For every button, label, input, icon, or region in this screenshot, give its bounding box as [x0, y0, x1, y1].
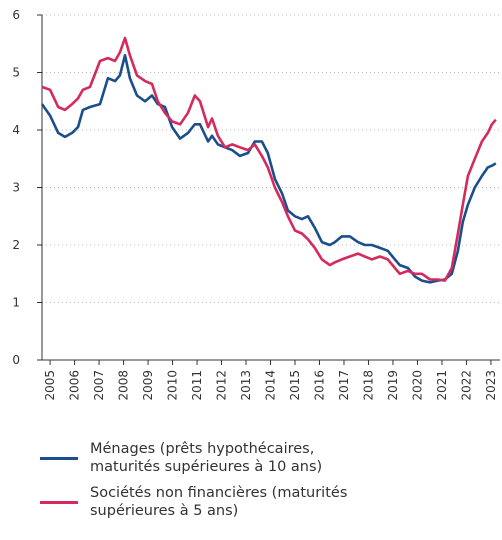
y-tick-label: 5	[12, 66, 20, 80]
y-tick-label: 1	[12, 296, 20, 310]
x-tick-label: 2006	[68, 370, 82, 401]
legend-swatch	[40, 456, 78, 460]
x-tick-label: 2014	[264, 370, 278, 401]
x-tick-label: 2021	[435, 370, 449, 401]
legend-item: Ménages (prêts hypothécaires, maturités …	[40, 440, 480, 476]
legend-swatch	[40, 500, 78, 504]
legend-label: Sociétés non financières (maturités supé…	[90, 485, 348, 519]
line-series	[40, 54, 497, 284]
legend-label: Ménages (prêts hypothécaires, maturités …	[90, 441, 323, 475]
legend-item: Sociétés non financières (maturités supé…	[40, 484, 480, 520]
x-tick-label: 2005	[43, 370, 57, 401]
x-tick-label: 2010	[166, 370, 180, 401]
x-tick-label: 2022	[459, 370, 473, 401]
y-tick-label: 0	[12, 353, 20, 367]
x-tick-label: 2007	[92, 370, 106, 401]
x-tick-label: 2019	[386, 370, 400, 401]
y-tick-label: 6	[12, 8, 20, 22]
x-tick-label: 2013	[239, 370, 253, 401]
x-tick-label: 2016	[312, 370, 326, 401]
x-tick-label: 2009	[141, 370, 155, 401]
y-tick-label: 3	[12, 181, 20, 195]
x-tick-label: 2008	[117, 370, 131, 401]
chart: 0 1 2 3 4 5 6 2005 2006 2007 2008 2009 2010 2011 2012 2…	[12, 8, 500, 401]
x-tick-label: 2017	[337, 370, 351, 401]
x-tick-label: 2023	[484, 370, 498, 401]
line-series	[41, 36, 497, 282]
x-tick-label: 2018	[361, 370, 375, 401]
x-tick-label: 2011	[190, 370, 204, 401]
x-tick-label: 2012	[215, 370, 229, 401]
y-tick-label: 4	[12, 123, 20, 137]
x-tick-label: 2020	[410, 370, 424, 401]
x-tick-label: 2015	[288, 370, 302, 401]
legend: Ménages (prêts hypothécaires, maturités …	[40, 440, 480, 528]
y-tick-label: 2	[12, 238, 20, 252]
